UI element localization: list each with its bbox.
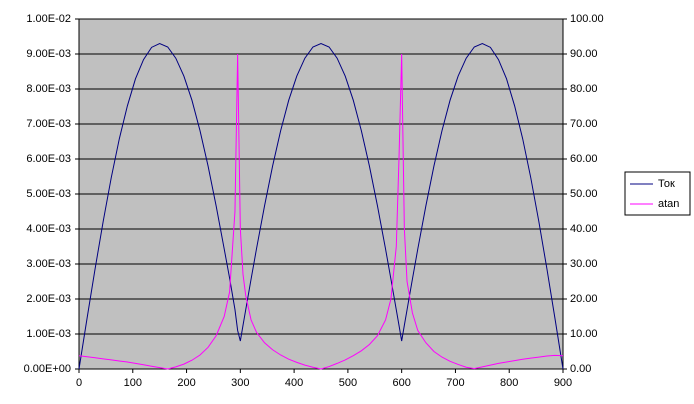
y2-tick-label: 70.00 <box>570 118 598 130</box>
y-tick-label: 1.00E-03 <box>26 328 71 340</box>
y2-tick-label: 20.00 <box>570 293 598 305</box>
y-tick-label: 2.00E-03 <box>26 293 71 305</box>
y-tick-label: 0.00E+00 <box>24 363 71 375</box>
y2-tick-label: 30.00 <box>570 258 598 270</box>
x-tick-label: 600 <box>392 377 410 389</box>
x-tick-label: 700 <box>446 377 464 389</box>
y2-tick-label: 100.00 <box>570 13 604 25</box>
x-tick-label: 400 <box>285 377 303 389</box>
y-tick-label: 4.00E-03 <box>26 223 71 235</box>
y-tick-label: 6.00E-03 <box>26 153 71 165</box>
y-tick-label: 9.00E-03 <box>26 48 71 60</box>
y-tick-label: 7.00E-03 <box>26 118 71 130</box>
y2-tick-label: 10.00 <box>570 328 598 340</box>
series-line <box>78 53 564 370</box>
y2-tick-label: 60.00 <box>570 153 598 165</box>
legend-label: Ток <box>658 178 675 190</box>
y2-tick-label: 0.00 <box>570 363 591 375</box>
x-tick-label: 200 <box>177 377 195 389</box>
y2-tick-label: 80.00 <box>570 83 598 95</box>
x-tick-label: 300 <box>231 377 249 389</box>
y-tick-label: 3.00E-03 <box>26 258 71 270</box>
x-tick-label: 800 <box>500 377 518 389</box>
y2-tick-label: 50.00 <box>570 188 598 200</box>
y2-tick-label: 40.00 <box>570 223 598 235</box>
y-tick-label: 8.00E-03 <box>26 83 71 95</box>
x-tick-label: 900 <box>554 377 572 389</box>
legend-box <box>624 171 691 216</box>
x-tick-label: 500 <box>339 377 357 389</box>
legend-label: atan <box>658 198 679 210</box>
series-line <box>78 42 564 370</box>
y2-tick-label: 90.00 <box>570 48 598 60</box>
x-tick-label: 0 <box>76 377 82 389</box>
y-tick-label: 5.00E-03 <box>26 188 71 200</box>
y-tick-label: 1.00E-02 <box>26 13 71 25</box>
x-tick-label: 100 <box>124 377 142 389</box>
